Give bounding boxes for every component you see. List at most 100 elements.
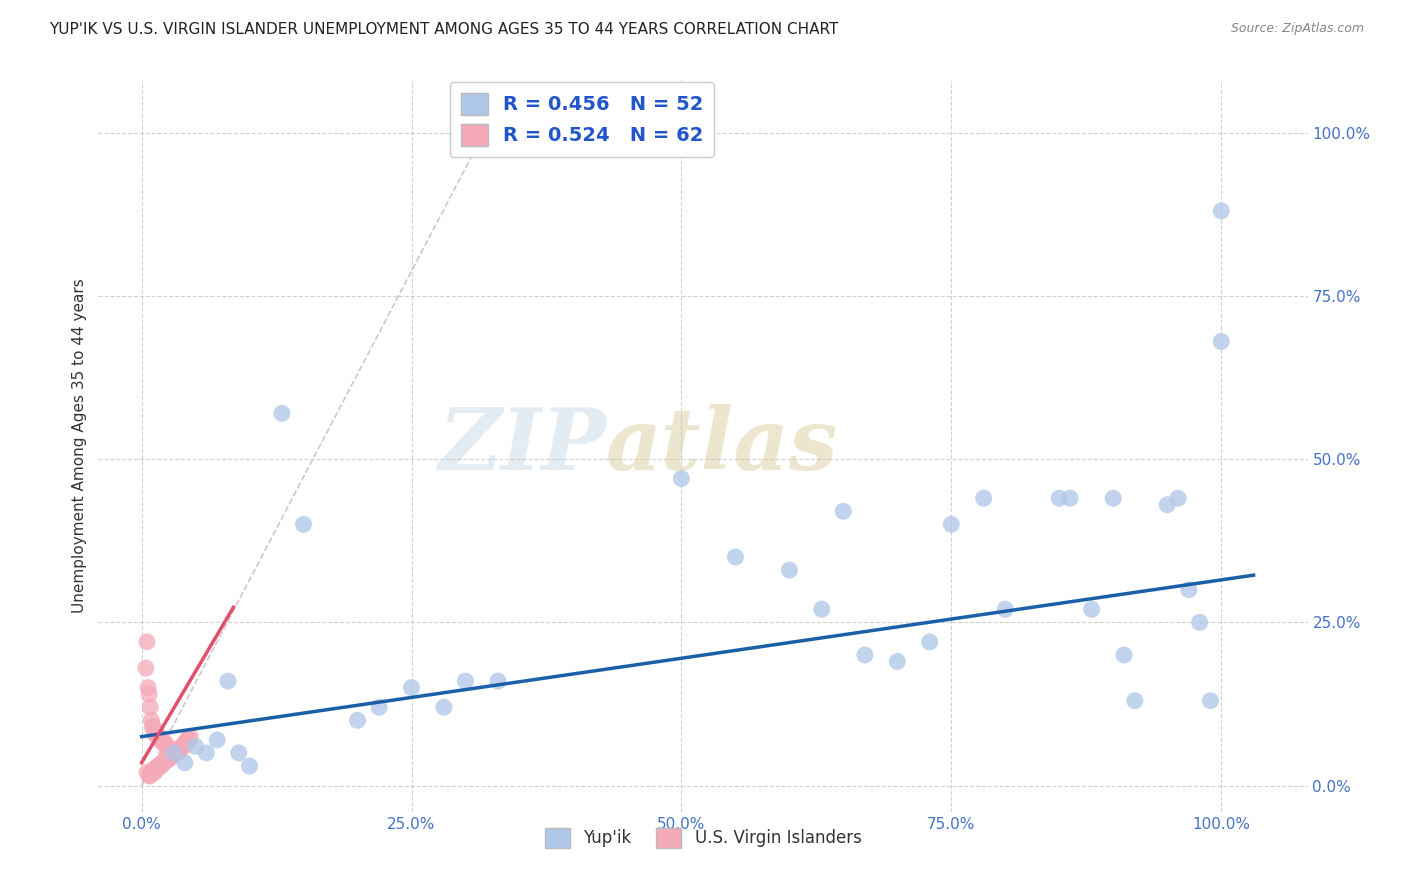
- Point: [139, 769, 162, 783]
- Point: [153, 736, 176, 750]
- Point: [155, 752, 177, 766]
- Point: [179, 732, 201, 747]
- Point: [155, 752, 177, 766]
- Point: [724, 549, 747, 564]
- Point: [271, 406, 294, 420]
- Point: [1178, 582, 1201, 597]
- Point: [433, 700, 456, 714]
- Point: [141, 720, 163, 734]
- Point: [165, 746, 187, 760]
- Point: [145, 762, 167, 776]
- Point: [368, 700, 391, 714]
- Point: [163, 746, 186, 760]
- Point: [148, 730, 170, 744]
- Point: [149, 732, 172, 747]
- Point: [1211, 203, 1233, 218]
- Legend: Yup'ik, U.S. Virgin Islanders: Yup'ik, U.S. Virgin Islanders: [538, 821, 868, 855]
- Text: Source: ZipAtlas.com: Source: ZipAtlas.com: [1230, 22, 1364, 36]
- Point: [149, 759, 172, 773]
- Point: [138, 769, 160, 783]
- Text: atlas: atlas: [606, 404, 839, 488]
- Point: [150, 759, 173, 773]
- Point: [1188, 615, 1211, 630]
- Point: [170, 739, 193, 754]
- Point: [163, 746, 186, 760]
- Text: YUP'IK VS U.S. VIRGIN ISLANDER UNEMPLOYMENT AMONG AGES 35 TO 44 YEARS CORRELATIO: YUP'IK VS U.S. VIRGIN ISLANDER UNEMPLOYM…: [49, 22, 838, 37]
- Point: [172, 739, 194, 754]
- Text: ZIP: ZIP: [439, 404, 606, 488]
- Point: [671, 472, 693, 486]
- Point: [159, 749, 181, 764]
- Point: [157, 742, 180, 756]
- Point: [169, 742, 191, 756]
- Point: [179, 730, 201, 744]
- Point: [217, 674, 239, 689]
- Point: [136, 635, 159, 649]
- Point: [1112, 648, 1135, 662]
- Point: [156, 739, 179, 754]
- Point: [174, 736, 197, 750]
- Point: [143, 765, 166, 780]
- Point: [165, 746, 187, 760]
- Point: [1199, 694, 1222, 708]
- Point: [173, 739, 195, 754]
- Point: [1123, 694, 1146, 708]
- Point: [1102, 491, 1125, 506]
- Point: [146, 730, 169, 744]
- Point: [145, 762, 167, 776]
- Point: [1167, 491, 1189, 506]
- Point: [169, 742, 191, 756]
- Point: [1080, 602, 1102, 616]
- Point: [141, 765, 163, 780]
- Point: [150, 756, 173, 770]
- Point: [173, 756, 195, 770]
- Point: [138, 687, 160, 701]
- Point: [1059, 491, 1081, 506]
- Point: [150, 732, 173, 747]
- Point: [167, 742, 190, 756]
- Point: [1211, 334, 1233, 349]
- Point: [142, 762, 165, 776]
- Point: [173, 736, 195, 750]
- Point: [145, 726, 167, 740]
- Point: [145, 726, 167, 740]
- Point: [141, 765, 163, 780]
- Point: [153, 756, 176, 770]
- Point: [157, 752, 180, 766]
- Point: [166, 746, 188, 760]
- Point: [239, 759, 262, 773]
- Point: [136, 681, 159, 695]
- Point: [136, 765, 159, 780]
- Point: [148, 759, 170, 773]
- Point: [401, 681, 423, 695]
- Point: [156, 752, 179, 766]
- Point: [195, 746, 218, 760]
- Point: [346, 714, 368, 728]
- Point: [184, 739, 207, 754]
- Point: [143, 726, 166, 740]
- Point: [778, 563, 800, 577]
- Point: [853, 648, 876, 662]
- Point: [141, 714, 163, 728]
- Point: [832, 504, 855, 518]
- Point: [142, 720, 165, 734]
- Point: [228, 746, 250, 760]
- Point: [135, 661, 157, 675]
- Point: [162, 746, 184, 760]
- Point: [150, 732, 173, 747]
- Point: [810, 602, 832, 616]
- Point: [918, 635, 941, 649]
- Point: [486, 674, 509, 689]
- Point: [159, 749, 181, 764]
- Point: [1156, 498, 1178, 512]
- Point: [176, 732, 198, 747]
- Point: [160, 749, 183, 764]
- Point: [941, 517, 963, 532]
- Y-axis label: Unemployment Among Ages 35 to 44 years: Unemployment Among Ages 35 to 44 years: [72, 278, 87, 614]
- Point: [1047, 491, 1070, 506]
- Point: [155, 736, 177, 750]
- Point: [886, 655, 908, 669]
- Point: [994, 602, 1017, 616]
- Point: [146, 759, 169, 773]
- Point: [139, 700, 162, 714]
